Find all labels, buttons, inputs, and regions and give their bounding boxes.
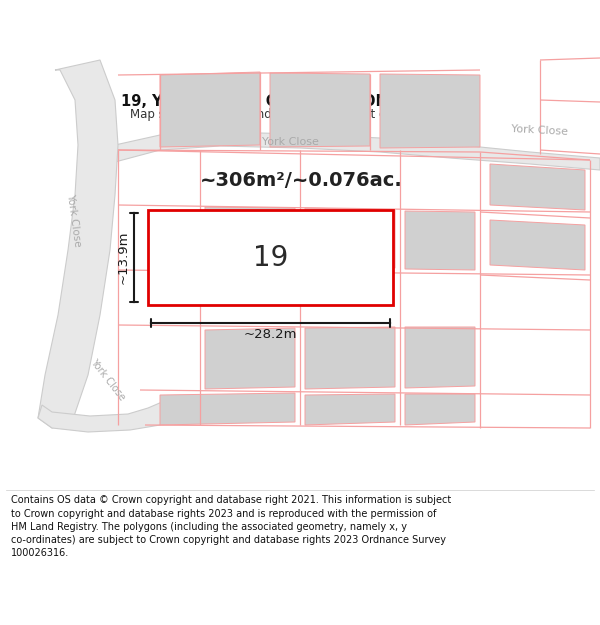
Polygon shape (305, 208, 395, 268)
Polygon shape (115, 132, 600, 170)
Text: ~306m²/~0.076ac.: ~306m²/~0.076ac. (200, 171, 403, 189)
Text: York Close: York Close (511, 124, 569, 136)
Polygon shape (490, 164, 585, 210)
Text: Contains OS data © Crown copyright and database right 2021. This information is : Contains OS data © Crown copyright and d… (11, 496, 451, 558)
Polygon shape (380, 74, 480, 148)
Polygon shape (490, 220, 585, 270)
Polygon shape (305, 327, 395, 389)
Polygon shape (38, 60, 118, 428)
Polygon shape (405, 211, 475, 270)
Polygon shape (148, 210, 393, 305)
Text: 19: 19 (253, 244, 288, 271)
Polygon shape (38, 402, 170, 432)
Text: York Close: York Close (262, 137, 319, 147)
Polygon shape (160, 72, 260, 147)
Text: ~28.2m: ~28.2m (244, 328, 297, 341)
Text: ~13.9m: ~13.9m (117, 231, 130, 284)
Polygon shape (160, 393, 295, 425)
Text: 19, YORK CLOSE, CRAMLINGTON, NE23 1TN: 19, YORK CLOSE, CRAMLINGTON, NE23 1TN (121, 94, 479, 109)
Text: York Close: York Close (89, 357, 127, 402)
Polygon shape (305, 394, 395, 425)
Polygon shape (405, 327, 475, 388)
Text: York Close: York Close (65, 192, 83, 248)
Polygon shape (270, 73, 370, 147)
Polygon shape (205, 207, 295, 265)
Polygon shape (405, 394, 475, 425)
Text: Map shows position and indicative extent of the property.: Map shows position and indicative extent… (130, 108, 470, 121)
Polygon shape (205, 328, 295, 389)
